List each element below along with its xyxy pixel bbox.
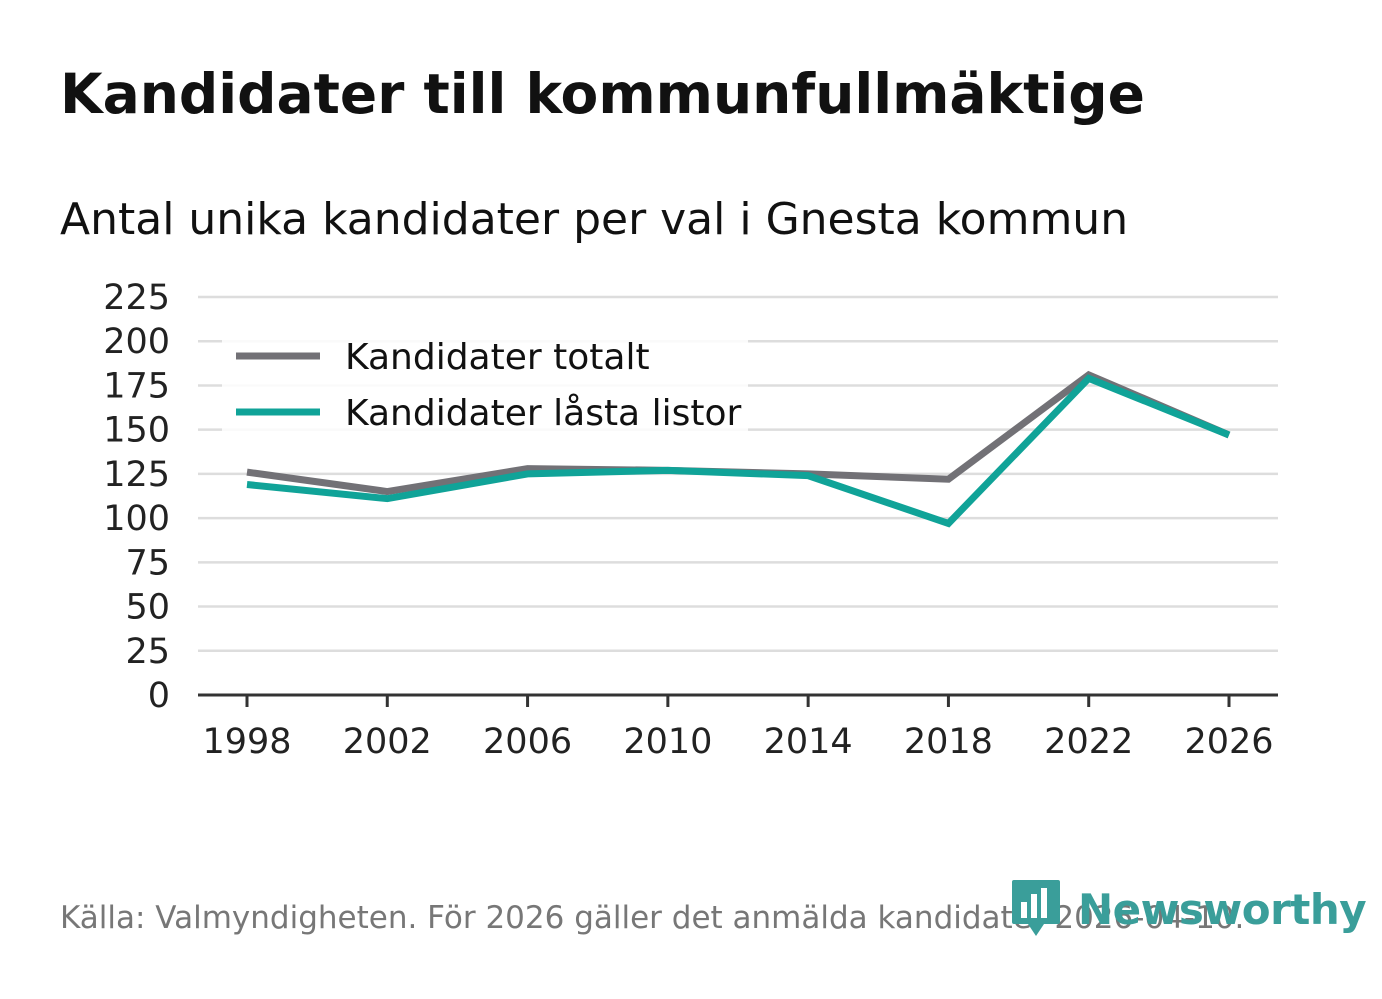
legend: Kandidater totalt Kandidater låsta listor [222, 326, 748, 434]
y-tick-label: 75 [125, 543, 170, 583]
y-tick-label: 50 [125, 588, 170, 628]
x-tick-label: 2022 [1044, 722, 1133, 762]
y-tick-label: 100 [103, 499, 170, 539]
newsworthy-logo: Newsworthy [1010, 878, 1367, 940]
y-tick-label: 125 [103, 455, 170, 495]
legend-label: Kandidater totalt [345, 337, 650, 378]
y-tick-label: 25 [125, 632, 170, 672]
x-axis: 1998 2002 2006 2010 2014 2018 2022 2026 [198, 693, 1278, 762]
y-tick-label: 150 [103, 411, 170, 451]
series-lines [246, 370, 1231, 528]
brand-name: Newsworthy [1078, 884, 1367, 934]
x-tick-label: 2018 [904, 722, 993, 762]
x-tick-label: 2014 [764, 722, 853, 762]
series-line-2 [246, 374, 1231, 528]
chart-subtitle: Antal unika kandidater per val i Gnesta … [60, 194, 1129, 245]
x-tick-label: 2026 [1184, 722, 1273, 762]
legend-label: Kandidater låsta listor [345, 393, 741, 434]
y-tick-label: 225 [103, 278, 170, 318]
x-tick-label: 1998 [202, 722, 291, 762]
chart-title: Kandidater till kommunfullmäktige [60, 62, 1145, 126]
x-tick-label: 2006 [483, 722, 572, 762]
x-tick-label: 2010 [623, 722, 712, 762]
y-tick-label: 200 [103, 322, 170, 362]
bar-chart-speech-bubble-icon [1012, 880, 1060, 936]
x-tick-label: 2002 [343, 722, 432, 762]
y-tick-label: 0 [148, 676, 170, 716]
y-tick-label: 175 [103, 366, 170, 406]
